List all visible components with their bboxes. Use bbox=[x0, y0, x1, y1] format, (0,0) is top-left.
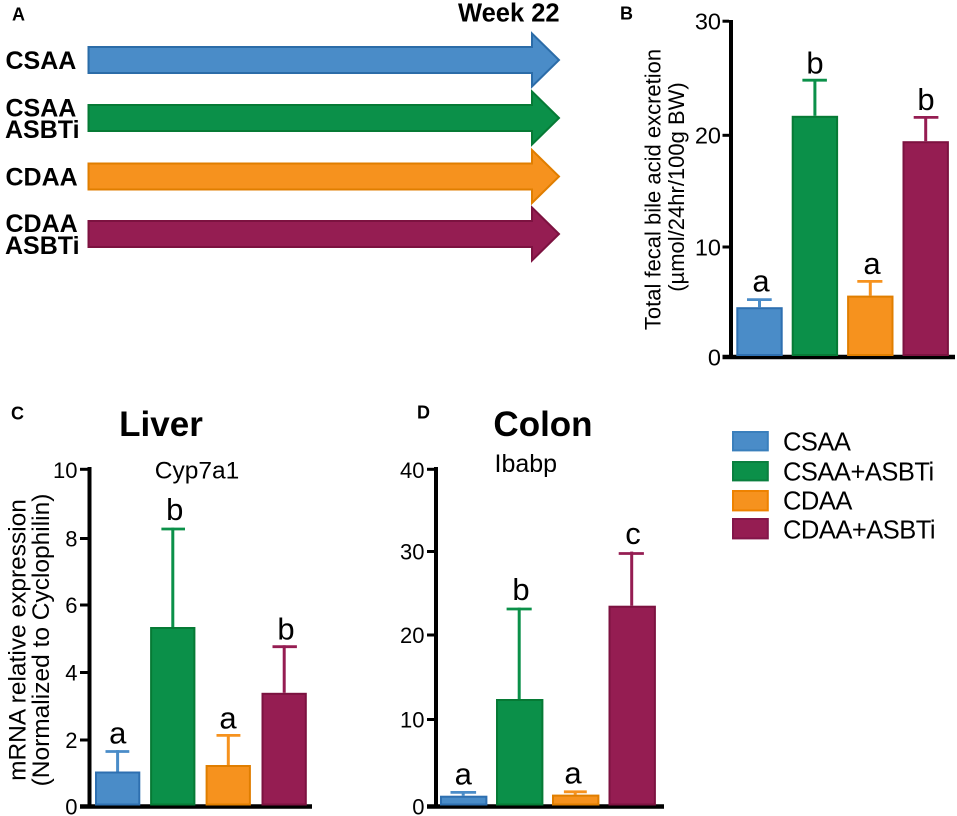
svg-text:Liver: Liver bbox=[119, 405, 203, 444]
svg-text:mRNA relative expression: mRNA relative expression bbox=[4, 499, 31, 781]
svg-text:CSAA: CSAA bbox=[6, 94, 77, 122]
svg-text:0: 0 bbox=[708, 345, 721, 371]
svg-text:b: b bbox=[512, 572, 529, 607]
svg-text:b: b bbox=[277, 612, 294, 647]
svg-text:C: C bbox=[11, 404, 24, 424]
svg-text:40: 40 bbox=[400, 458, 424, 483]
svg-text:D: D bbox=[417, 403, 430, 423]
svg-text:A: A bbox=[12, 5, 25, 25]
svg-text:CDAA+ASBTi: CDAA+ASBTi bbox=[783, 517, 935, 545]
svg-text:a: a bbox=[109, 716, 127, 751]
svg-text:20: 20 bbox=[695, 123, 721, 149]
svg-text:20: 20 bbox=[400, 623, 424, 648]
svg-text:a: a bbox=[564, 755, 582, 790]
svg-text:a: a bbox=[219, 701, 237, 736]
svg-text:CSAA: CSAA bbox=[783, 429, 851, 457]
svg-text:ASBTi: ASBTi bbox=[5, 232, 80, 260]
svg-text:(µmol/24hr/100g BW): (µmol/24hr/100g BW) bbox=[664, 82, 689, 292]
svg-text:CDAA: CDAA bbox=[783, 488, 852, 516]
svg-text:Ibabp: Ibabp bbox=[495, 450, 558, 478]
svg-text:30: 30 bbox=[695, 9, 721, 35]
svg-text:8: 8 bbox=[65, 526, 77, 551]
svg-text:CDAA: CDAA bbox=[6, 164, 78, 192]
svg-text:30: 30 bbox=[400, 539, 424, 564]
svg-text:b: b bbox=[917, 82, 934, 117]
svg-text:a: a bbox=[455, 756, 473, 791]
svg-text:6: 6 bbox=[65, 593, 77, 618]
svg-text:10: 10 bbox=[53, 458, 77, 483]
svg-text:10: 10 bbox=[400, 707, 424, 732]
svg-text:a: a bbox=[752, 264, 770, 299]
svg-text:ASBTi: ASBTi bbox=[5, 116, 80, 144]
svg-text:CSAA+ASBTi: CSAA+ASBTi bbox=[783, 459, 934, 487]
svg-text:4: 4 bbox=[65, 660, 77, 685]
svg-text:Total fecal bile acid excretio: Total fecal bile acid excretion bbox=[641, 49, 666, 330]
svg-text:10: 10 bbox=[695, 234, 721, 260]
svg-text:Cyp7a1: Cyp7a1 bbox=[155, 457, 239, 484]
svg-text:Colon: Colon bbox=[493, 405, 592, 444]
svg-text:c: c bbox=[625, 516, 641, 551]
svg-text:0: 0 bbox=[65, 794, 77, 816]
svg-text:(Normalized to Cyclophilin): (Normalized to Cyclophilin) bbox=[28, 494, 55, 787]
svg-text:B: B bbox=[620, 4, 633, 24]
svg-text:0: 0 bbox=[412, 794, 424, 816]
svg-text:b: b bbox=[166, 492, 183, 527]
svg-text:b: b bbox=[806, 46, 823, 81]
svg-text:a: a bbox=[863, 246, 881, 281]
svg-text:2: 2 bbox=[65, 728, 77, 753]
svg-text:CDAA: CDAA bbox=[6, 210, 78, 238]
svg-text:CSAA: CSAA bbox=[6, 47, 77, 75]
svg-text:Week 22: Week 22 bbox=[458, 0, 560, 28]
